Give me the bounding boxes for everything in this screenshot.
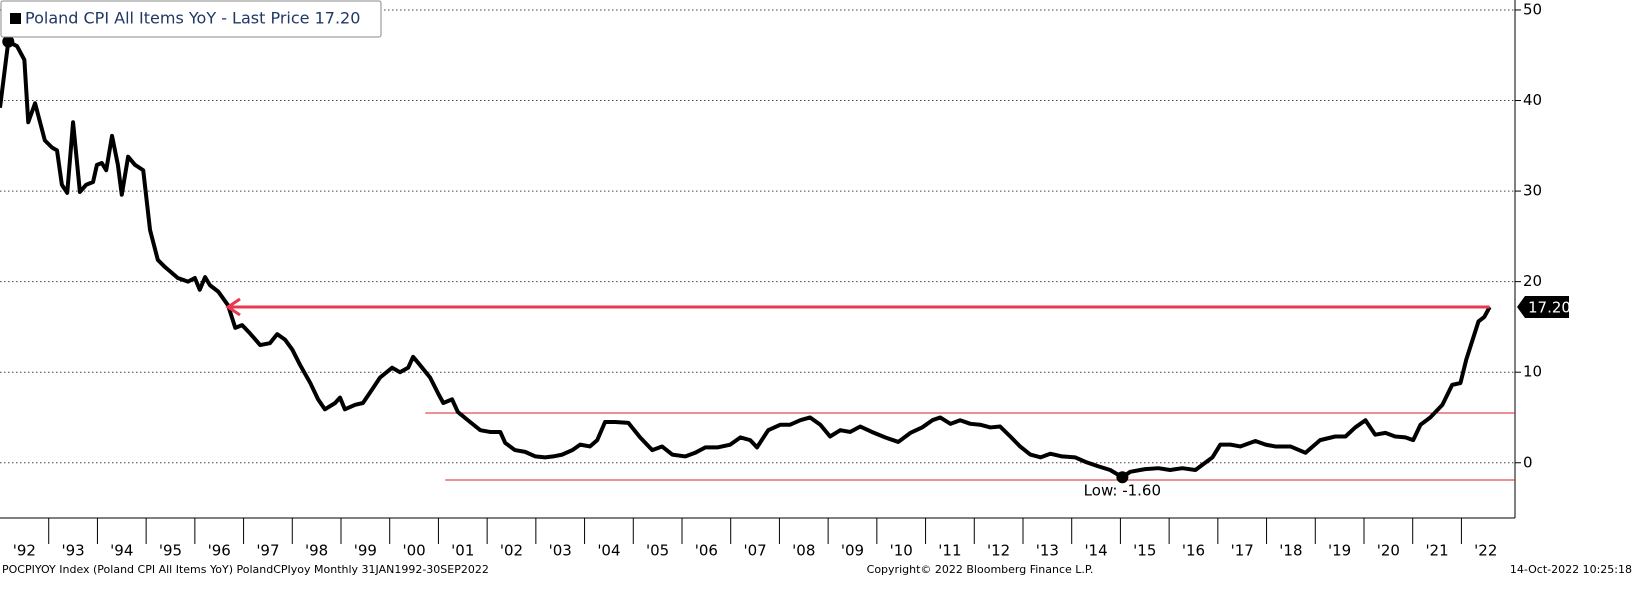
x-tick-label: '00 xyxy=(402,542,425,560)
x-tick-label: '22 xyxy=(1474,542,1497,560)
series-line xyxy=(0,39,1492,480)
x-tick-label: '21 xyxy=(1425,542,1448,560)
y-tick-label: 50 xyxy=(1523,0,1542,18)
footer-right: 14-Oct-2022 10:25:18 xyxy=(1510,563,1632,576)
legend-swatch xyxy=(10,13,21,24)
y-tick-label: 0 xyxy=(1523,453,1533,471)
x-tick-label: '92 xyxy=(13,542,36,560)
footer-left: POCPIYOY Index (Poland CPI All Items YoY… xyxy=(2,563,489,576)
x-tick-label: '18 xyxy=(1279,542,1302,560)
legend-box xyxy=(0,0,382,38)
high-marker xyxy=(2,35,15,48)
x-tick-label: '97 xyxy=(256,542,279,560)
chart-title: Poland CPI All Items YoY - Last Price 17… xyxy=(25,9,360,28)
x-tick-label: '93 xyxy=(61,542,84,560)
x-tick-label: '10 xyxy=(890,542,913,560)
y-tick-label: 40 xyxy=(1523,91,1542,109)
x-tick-label: '94 xyxy=(110,542,133,560)
x-tick-label: '07 xyxy=(743,542,766,560)
x-tick-label: '98 xyxy=(305,542,328,560)
x-tick-label: '11 xyxy=(938,542,961,560)
x-tick-label: '95 xyxy=(159,542,182,560)
x-tick-label: '19 xyxy=(1328,542,1351,560)
last-price-label: 17.20 xyxy=(1528,298,1571,316)
last-price-tag xyxy=(1517,295,1569,318)
low-label: Low: -1.60 xyxy=(1084,482,1161,500)
y-tick-label: 20 xyxy=(1523,272,1542,290)
x-tick-label: '96 xyxy=(208,542,231,560)
x-tick-label: '05 xyxy=(646,542,669,560)
x-tick-label: '15 xyxy=(1133,542,1156,560)
footer-center: Copyright© 2022 Bloomberg Finance L.P. xyxy=(867,563,1094,576)
x-tick-label: '08 xyxy=(792,542,815,560)
y-tick-label: 30 xyxy=(1523,182,1542,200)
x-tick-label: '12 xyxy=(987,542,1010,560)
x-tick-label: '14 xyxy=(1084,542,1107,560)
x-tick-label: '17 xyxy=(1231,542,1254,560)
x-tick-label: '13 xyxy=(1036,542,1059,560)
y-tick-label: 10 xyxy=(1523,363,1542,381)
x-tick-label: '04 xyxy=(597,542,620,560)
x-tick-label: '16 xyxy=(1182,542,1205,560)
x-tick-label: '99 xyxy=(354,542,377,560)
x-tick-label: '20 xyxy=(1377,542,1400,560)
x-tick-label: '03 xyxy=(549,542,572,560)
x-tick-label: '06 xyxy=(695,542,718,560)
x-tick-label: '02 xyxy=(500,542,523,560)
arrow-head xyxy=(225,297,241,317)
x-tick-label: '09 xyxy=(841,542,864,560)
x-tick-label: '01 xyxy=(451,542,474,560)
low-marker xyxy=(1116,471,1129,484)
